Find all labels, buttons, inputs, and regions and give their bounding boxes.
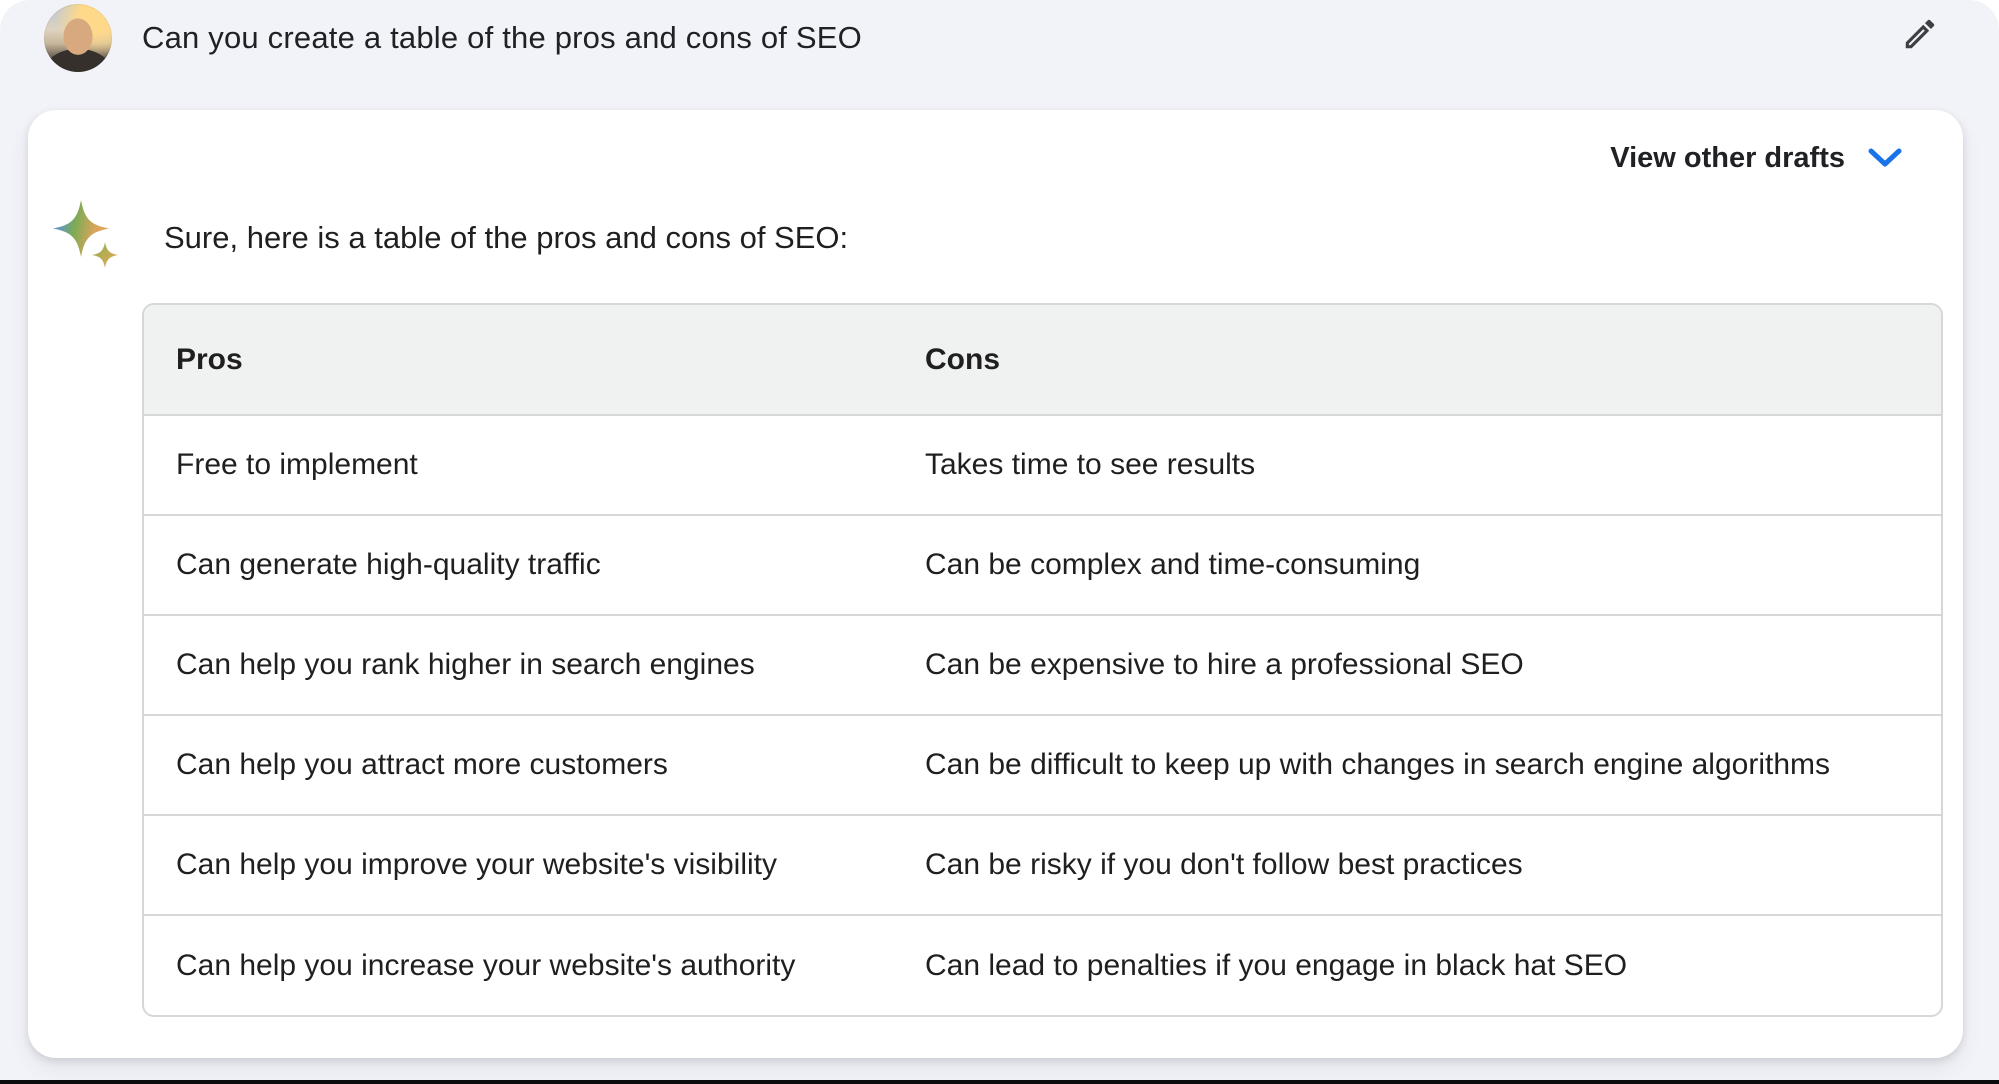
table-cell: Can lead to penalties if you engage in b… [893,914,1941,1015]
table-header-row: Pros Cons [144,305,1941,415]
table-cell: Can be expensive to hire a professional … [893,614,1941,715]
table-header-pros: Pros [144,305,893,415]
view-other-drafts-label: View other drafts [1610,141,1845,174]
table-cell: Can be difficult to keep up with changes… [893,714,1941,815]
table-header-cons: Cons [893,305,1941,415]
view-other-drafts-button[interactable]: View other drafts [1610,136,1903,180]
table-row: Can help you improve your website's visi… [144,814,1941,915]
table-row: Can help you attract more customers Can … [144,714,1941,815]
response-card: View other drafts [28,110,1963,1058]
table-cell: Can help you improve your website's visi… [144,814,893,915]
pros-cons-table: Pros Cons Free to implement Takes time t… [142,303,1943,1017]
table-cell: Free to implement [144,414,893,515]
prompt-question-text: Can you create a table of the pros and c… [142,20,862,55]
table-row: Can generate high-quality traffic Can be… [144,514,1941,615]
table-cell: Takes time to see results [893,414,1941,515]
table-row: Can help you increase your website's aut… [144,914,1941,1015]
user-avatar [44,4,112,72]
chevron-down-icon [1867,147,1903,169]
table-cell: Can be complex and time-consuming [893,514,1941,615]
table-cell: Can be risky if you don't follow best pr… [893,814,1941,915]
table-cell: Can generate high-quality traffic [144,514,893,615]
bard-sparkle-icon [50,198,142,278]
response-intro-text: Sure, here is a table of the pros and co… [164,220,849,255]
edit-prompt-button[interactable] [1898,12,1942,56]
table-row: Free to implement Takes time to see resu… [144,414,1941,515]
bottom-edge-bar [0,1080,1999,1084]
table-cell: Can help you rank higher in search engin… [144,614,893,715]
table-row: Can help you rank higher in search engin… [144,614,1941,715]
table-cell: Can help you attract more customers [144,714,893,815]
table-cell: Can help you increase your website's aut… [144,914,893,1015]
pencil-icon [1901,15,1939,53]
assistant-response-row: Sure, here is a table of the pros and co… [50,198,848,278]
prompt-bar: Can you create a table of the pros and c… [0,0,1999,110]
